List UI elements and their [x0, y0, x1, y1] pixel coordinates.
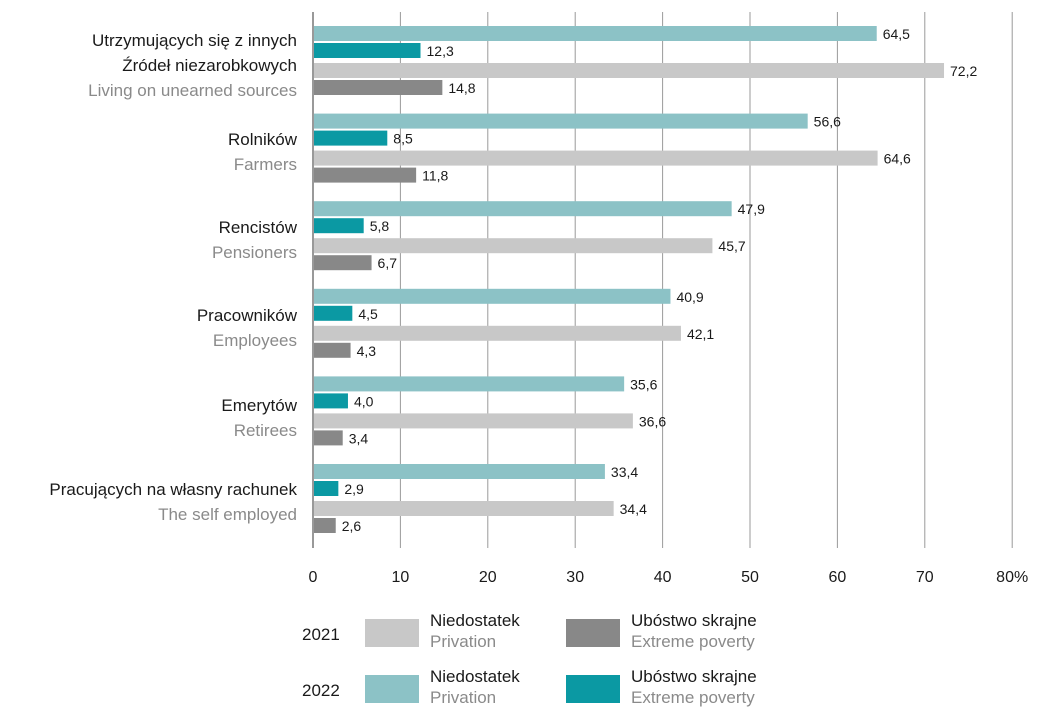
legend-label: Ubóstwo skrajne — [631, 611, 757, 630]
bar — [314, 167, 417, 183]
data-label: 4,0 — [354, 393, 374, 409]
category-label-en: Retirees — [234, 421, 297, 440]
x-tick-label: 10 — [392, 569, 410, 586]
x-tick-label: 40 — [654, 569, 672, 586]
data-label: 2,6 — [342, 518, 362, 534]
bar — [314, 130, 388, 146]
data-label: 36,6 — [639, 413, 666, 429]
category-labels: Utrzymujących się z innych Źródeł niezaro… — [49, 31, 297, 524]
legend-label: Niedostatek — [430, 611, 520, 630]
legend-label-en: Privation — [430, 688, 496, 707]
legend-year: 2022 — [302, 681, 340, 700]
bar — [314, 325, 681, 341]
bar — [314, 113, 808, 129]
data-label: 34,4 — [620, 501, 647, 517]
x-tick-label: 20 — [479, 569, 497, 586]
bar — [314, 63, 945, 78]
bar — [314, 376, 625, 392]
legend-label-en: Extreme poverty — [631, 688, 755, 707]
x-tick-label: 50 — [741, 569, 759, 586]
data-label: 6,7 — [378, 255, 398, 271]
bars — [314, 26, 945, 533]
legend-swatch — [365, 619, 419, 647]
category-label: Utrzymujących się z innych — [92, 31, 297, 50]
value-labels: 64,5 56,6 47,9 40,9 35,6 33,4 12,3 8,5 5,8 4,5 4,0… — [342, 26, 978, 534]
category-label-en: The self employed — [158, 505, 297, 524]
category-label: Pracujących na własny rachunek — [49, 480, 297, 499]
bar — [314, 26, 877, 41]
legend-label: Ubóstwo skrajne — [631, 667, 757, 686]
bar — [314, 255, 372, 271]
data-label: 11,8 — [422, 168, 448, 184]
data-label: 72,2 — [950, 63, 977, 79]
category-label: Emerytów — [221, 396, 297, 415]
legend-label: Niedostatek — [430, 667, 520, 686]
category-label-en: Living on unearned sources — [88, 81, 297, 100]
data-label: 56,6 — [814, 114, 841, 130]
bar — [314, 501, 614, 516]
legend-label-en: Extreme poverty — [631, 632, 755, 651]
bar — [314, 518, 336, 533]
data-label: 3,4 — [349, 430, 369, 446]
bar — [314, 464, 605, 479]
category-label: Rencistów — [219, 218, 298, 237]
bar — [314, 201, 732, 217]
x-tick-label: 30 — [566, 569, 584, 586]
category-label-en: Farmers — [234, 155, 297, 174]
data-label: 12,3 — [427, 43, 454, 59]
category-label: Rolników — [228, 130, 298, 149]
category-label-en: Employees — [213, 331, 297, 350]
legend-swatch — [365, 675, 419, 703]
x-tick-label: 70 — [916, 569, 934, 586]
x-tick-label: 60 — [829, 569, 847, 586]
bar — [314, 150, 878, 166]
bar — [314, 80, 443, 95]
data-label: 8,5 — [393, 131, 413, 147]
bar — [314, 393, 348, 409]
data-label: 2,9 — [344, 481, 364, 497]
legend-label-en: Privation — [430, 632, 496, 651]
data-label: 64,6 — [884, 151, 911, 167]
data-label: 40,9 — [676, 289, 703, 305]
data-label: 45,7 — [718, 238, 745, 254]
bar — [314, 43, 421, 58]
data-label: 4,3 — [357, 343, 377, 359]
bar — [314, 481, 339, 496]
data-label: 47,9 — [738, 201, 765, 217]
data-label: 14,8 — [448, 80, 475, 96]
bar — [314, 305, 353, 321]
data-label: 42,1 — [687, 326, 714, 342]
bar — [314, 288, 671, 304]
data-label: 4,5 — [358, 306, 378, 322]
x-tick-label: 80% — [996, 569, 1028, 586]
category-label: Pracowników — [197, 306, 298, 325]
data-label: 5,8 — [370, 218, 390, 234]
data-label: 35,6 — [630, 376, 657, 392]
legend-year: 2021 — [302, 625, 340, 644]
legend-swatch — [566, 619, 620, 647]
legend-swatch — [566, 675, 620, 703]
legend: 2021 Niedostatek Privation Ubóstwo skrajne E… — [302, 611, 757, 707]
data-label: 33,4 — [611, 464, 638, 480]
bar — [314, 218, 364, 234]
data-label: 64,5 — [883, 26, 910, 42]
category-label: Źródeł niezarobkowych — [122, 56, 297, 75]
x-tick-label: 0 — [309, 569, 318, 586]
grid-lines — [312, 12, 1013, 548]
bar — [314, 413, 633, 429]
bar — [314, 342, 351, 358]
x-axis-ticks: 0 10 20 30 40 50 60 70 80% — [309, 569, 1029, 586]
category-label-en: Pensioners — [212, 243, 297, 262]
bar — [314, 430, 343, 446]
bar — [314, 238, 713, 254]
